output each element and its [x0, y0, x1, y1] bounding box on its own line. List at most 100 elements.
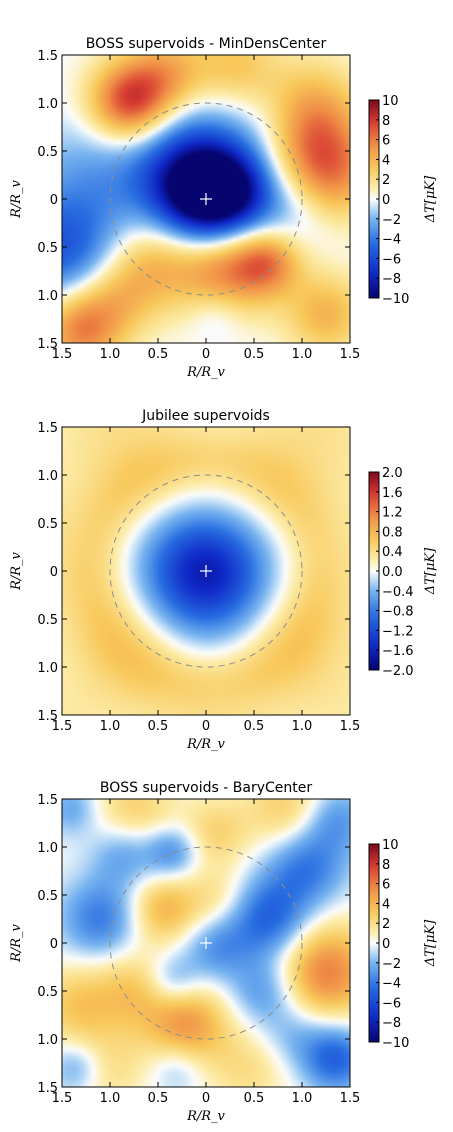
colorbar-tick-label: −6 [382, 252, 401, 267]
void-radius-circle [109, 846, 303, 1040]
colorbar-tick-label: 2 [382, 173, 390, 188]
y-tick-label: 1.0 [37, 661, 58, 676]
y-tick-label: 1.0 [37, 469, 58, 484]
colorbar-tick-label: 4 [382, 897, 390, 912]
y-tick-label: 0.5 [37, 241, 58, 256]
x-axis-label: R/R_v [186, 737, 225, 752]
chart-title: BOSS supervoids - MinDensCenter [86, 36, 327, 52]
x-tick-label: 1.0 [292, 719, 313, 734]
y-tick-label: 1.5 [37, 793, 58, 808]
colorbar-tick-label: −2 [382, 957, 401, 972]
y-tick-label: 1.5 [37, 49, 58, 64]
x-tick-label: 0.5 [148, 347, 169, 362]
chart-title: BOSS supervoids - BaryCenter [100, 780, 312, 796]
panel-1: BOSS supervoids - MinDensCenter 1.5 1.0 0.5… [9, 36, 438, 380]
chart-title: Jubilee supervoids [141, 408, 270, 424]
void-radius-circle [109, 102, 303, 296]
y-tick-label: 1.0 [37, 97, 58, 112]
y-axis-label: R/R_v [9, 179, 24, 218]
x-axis-label: R/R_v [186, 365, 225, 380]
x-tick-label: 1.0 [100, 1091, 121, 1106]
colorbar-label: ΔT[μK] [423, 919, 438, 967]
colorbar-tick-label: −2.0 [382, 664, 414, 679]
colorbar-tick-label: −6 [382, 996, 401, 1011]
x-tick-label: 0.5 [244, 1091, 265, 1106]
colorbar-tick-label: 4 [382, 153, 390, 168]
colorbar-tick-label: −0.4 [382, 585, 414, 600]
colorbar-tick-label: −0.8 [382, 605, 414, 620]
colorbar-tick-label: 8 [382, 114, 390, 129]
x-tick-label: 1.0 [292, 1091, 313, 1106]
x-tick-label: 0.5 [244, 719, 265, 734]
y-tick-label: 1.0 [37, 289, 58, 304]
x-tick-label: 0 [202, 347, 210, 362]
x-tick-label: 0 [202, 1091, 210, 1106]
colorbar-tick-label: −1.6 [382, 644, 414, 659]
void-radius-circle [109, 474, 303, 668]
x-tick-label: 1.0 [100, 719, 121, 734]
y-tick-label: 0.5 [37, 613, 58, 628]
x-tick-label: 1.5 [52, 719, 73, 734]
x-tick-label: 1.5 [340, 1091, 361, 1106]
colorbar-tick-label: 10 [382, 838, 399, 853]
colorbar-tick-label: −4 [382, 977, 401, 992]
colorbar-label: ΔT[μK] [423, 175, 438, 223]
y-tick-label: 1.5 [37, 337, 58, 352]
colorbar-tick-label: 6 [382, 878, 390, 893]
y-tick-label: 0.5 [37, 517, 58, 532]
y-tick-label: 0.5 [37, 889, 58, 904]
colorbar-tick-label: −10 [382, 292, 409, 307]
x-tick-label: 0.5 [148, 1091, 169, 1106]
y-tick-label: 1.5 [37, 421, 58, 436]
y-tick-label: 1.5 [37, 1081, 58, 1096]
colorbar-tick-label: 1.2 [382, 506, 403, 521]
x-tick-label: 0.5 [148, 719, 169, 734]
colorbar-tick-label: 2.0 [382, 466, 403, 481]
colorbar-tick-label: −2 [382, 213, 401, 228]
y-tick-label: 1.5 [37, 709, 58, 724]
colorbar-tick-label: −10 [382, 1036, 409, 1051]
x-tick-label: 1.5 [340, 719, 361, 734]
colorbar-tick-label: −4 [382, 233, 401, 248]
colorbar-label: ΔT[μK] [423, 547, 438, 595]
x-tick-label: 1.0 [100, 347, 121, 362]
panel-3: BOSS supervoids - BaryCenter 1.5 1.0 0.5 0 0.… [9, 780, 438, 1124]
colorbar: 2.0 1.6 1.2 0.8 0.4 0.0 −0.4 −0.8 −1.2 −1.6 −2.0 ΔT… [368, 466, 438, 679]
x-tick-label: 1.5 [52, 1091, 73, 1106]
colorbar-tick-label: 0 [382, 193, 390, 208]
colorbar-tick-label: 8 [382, 858, 390, 873]
x-tick-label: 1.5 [52, 347, 73, 362]
colorbar-tick-label: 6 [382, 134, 390, 149]
colorbar-tick-label: 2 [382, 917, 390, 932]
x-axis-label: R/R_v [186, 1109, 225, 1124]
colorbar-tick-label: 0.0 [382, 565, 403, 580]
y-tick-label: 0 [50, 937, 58, 952]
colorbar-tick-label: −1.2 [382, 624, 414, 639]
y-tick-label: 0 [50, 193, 58, 208]
x-tick-label: 0 [202, 719, 210, 734]
y-tick-label: 0 [50, 565, 58, 580]
center-marker [200, 193, 212, 205]
colorbar-tick-label: −8 [382, 272, 401, 287]
colorbar-tick-label: 0.4 [382, 545, 403, 560]
colorbar-tick-label: 0.8 [382, 525, 403, 540]
x-tick-label: 1.0 [292, 347, 313, 362]
colorbar: 10 8 6 4 2 0 −2 −4 −6 −8 −10 ΔT[μK] [368, 838, 438, 1051]
center-marker [200, 565, 212, 577]
colorbar-tick-label: 1.6 [382, 486, 403, 501]
y-axis-label: R/R_v [9, 923, 24, 962]
colorbar-tick-label: −8 [382, 1016, 401, 1031]
y-tick-label: 0.5 [37, 985, 58, 1000]
x-tick-label: 0.5 [244, 347, 265, 362]
center-marker [200, 937, 212, 949]
colorbar: 10 8 6 4 2 0 −2 −4 −6 −8 −10 ΔT[μK] [368, 94, 438, 307]
colorbar-tick-label: 10 [382, 94, 399, 109]
y-tick-label: 1.0 [37, 1033, 58, 1048]
x-tick-label: 1.5 [340, 347, 361, 362]
y-tick-label: 0.5 [37, 145, 58, 160]
y-axis-label: R/R_v [9, 551, 24, 590]
y-tick-label: 1.0 [37, 841, 58, 856]
colorbar-tick-label: 0 [382, 937, 390, 952]
